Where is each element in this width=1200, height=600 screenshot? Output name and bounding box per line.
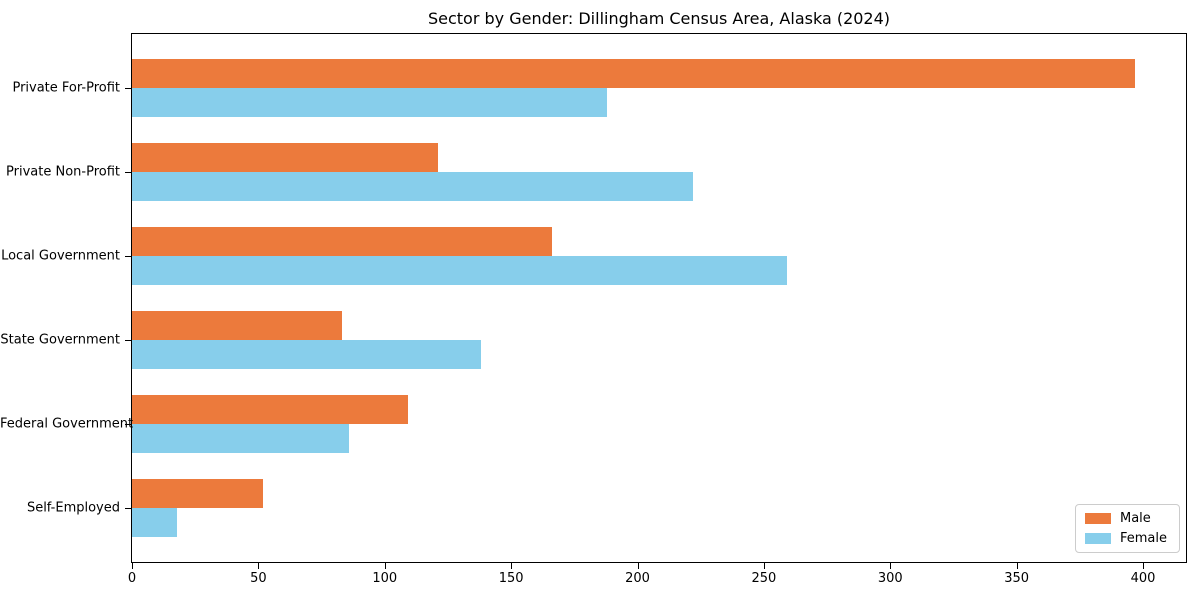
- legend-label-male: Male: [1119, 511, 1151, 526]
- bar-male-self-employed: [132, 479, 264, 508]
- x-tick-mark: [511, 563, 513, 569]
- x-tick-label-350: 350: [1004, 571, 1030, 586]
- bar-male-private-non-profit: [132, 143, 438, 172]
- x-tick-label-0: 0: [127, 571, 137, 586]
- x-tick-label-250: 250: [751, 571, 777, 586]
- y-tick-label-federal-government: Federal Government: [0, 416, 134, 432]
- bar-female-state-government: [132, 340, 481, 369]
- x-tick-label-100: 100: [372, 571, 398, 586]
- x-tick-label-200: 200: [625, 571, 650, 586]
- x-tick-mark: [1143, 563, 1145, 569]
- bar-female-private-for-profit: [132, 88, 608, 117]
- bar-male-federal-government: [132, 395, 408, 424]
- bar-female-local-government: [132, 256, 787, 285]
- bar-female-private-non-profit: [132, 172, 694, 201]
- y-tick-label-private-non-profit: Private Non-Profit: [6, 164, 120, 180]
- y-tick-mark: [125, 508, 131, 509]
- x-tick-mark: [132, 563, 133, 569]
- chart-title: Sector by Gender: Dillingham Census Area…: [427, 9, 891, 28]
- legend-label-female: Female: [1119, 531, 1167, 546]
- x-tick-label-150: 150: [498, 571, 524, 586]
- bar-female-federal-government: [132, 424, 350, 453]
- legend: Male Female: [1074, 504, 1180, 553]
- y-tick-label-local-government: Local Government: [1, 248, 120, 264]
- y-tick-mark: [125, 424, 131, 425]
- y-tick-mark: [125, 340, 131, 341]
- bar-female-self-employed: [132, 508, 178, 537]
- x-tick-mark: [637, 563, 639, 569]
- y-tick-mark: [125, 256, 131, 257]
- y-tick-label-private-for-profit: Private For-Profit: [12, 80, 120, 96]
- plot-area: Male Female: [131, 33, 1187, 563]
- x-tick-mark: [763, 563, 765, 569]
- legend-swatch-female: [1084, 533, 1111, 544]
- x-tick-label-300: 300: [877, 571, 903, 586]
- bar-male-local-government: [132, 227, 552, 256]
- bar-male-state-government: [132, 311, 342, 340]
- x-tick-label-400: 400: [1130, 571, 1156, 586]
- x-tick-mark: [384, 563, 386, 569]
- legend-swatch-male: [1084, 513, 1111, 524]
- y-tick-label-self-employed: Self-Employed: [26, 500, 120, 516]
- legend-item-female: Female: [1084, 531, 1167, 546]
- x-tick-mark: [890, 563, 892, 569]
- legend-item-male: Male: [1084, 511, 1167, 526]
- x-tick-label-50: 50: [250, 571, 267, 586]
- x-tick-mark: [1016, 563, 1018, 569]
- y-tick-mark: [125, 172, 131, 173]
- x-tick-mark: [258, 563, 260, 569]
- y-tick-mark: [125, 88, 131, 89]
- y-tick-label-state-government: State Government: [0, 332, 120, 348]
- bar-male-private-for-profit: [132, 59, 1136, 88]
